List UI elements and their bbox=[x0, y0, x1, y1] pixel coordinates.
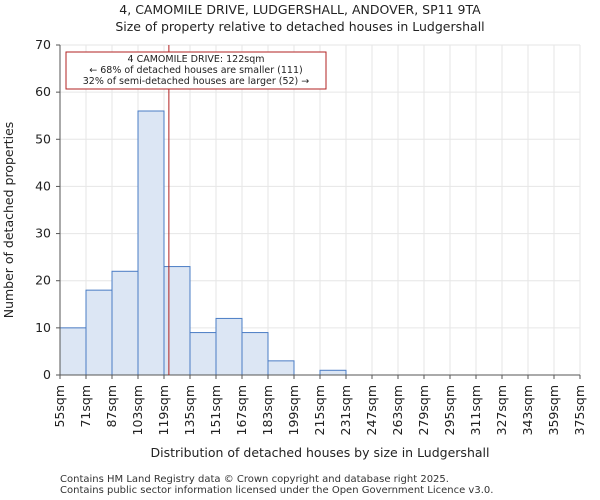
bar-135sqm bbox=[189, 332, 217, 376]
y-tick-labels: 0 10 20 30 40 50 60 70 bbox=[35, 37, 51, 382]
x-tick-label: 103sqm bbox=[130, 385, 145, 435]
y-tick-label: 20 bbox=[35, 273, 51, 288]
y-tick-label: 0 bbox=[43, 367, 51, 382]
bar-55sqm bbox=[59, 327, 87, 376]
bar-103sqm bbox=[137, 110, 165, 376]
x-tick-label: 295sqm bbox=[442, 385, 457, 435]
chart-title: 4, CAMOMILE DRIVE, LUDGERSHALL, ANDOVER,… bbox=[119, 2, 481, 17]
annotation-line-2: ← 68% of detached houses are smaller (11… bbox=[89, 65, 302, 76]
x-tick-label: 71sqm bbox=[78, 385, 93, 428]
axes bbox=[56, 44, 581, 379]
x-tick-label: 151sqm bbox=[208, 385, 223, 435]
y-tick-label: 30 bbox=[35, 226, 51, 241]
bar-151sqm bbox=[215, 317, 243, 376]
x-tick-label: 343sqm bbox=[520, 385, 535, 435]
footer-line-2: Contains public sector information licen… bbox=[60, 485, 494, 496]
x-axis-label: Distribution of detached houses by size … bbox=[151, 445, 490, 460]
bar-167sqm bbox=[241, 332, 269, 376]
y-tick-label: 50 bbox=[35, 131, 51, 146]
x-tick-label: 263sqm bbox=[390, 385, 405, 435]
chart-subtitle: Size of property relative to detached ho… bbox=[115, 19, 485, 34]
x-tick-label: 375sqm bbox=[572, 385, 587, 435]
bar-215sqm bbox=[319, 369, 347, 376]
bar-87sqm bbox=[111, 270, 139, 376]
y-tick-label: 60 bbox=[35, 84, 51, 99]
x-tick-label: 87sqm bbox=[104, 385, 119, 428]
annotation-border bbox=[65, 51, 327, 90]
y-tick-label: 40 bbox=[35, 178, 51, 193]
bar-71sqm bbox=[85, 289, 113, 376]
y-tick-label: 10 bbox=[35, 320, 51, 335]
y-axis-label: Number of detached properties bbox=[1, 122, 16, 319]
x-tick-label: 359sqm bbox=[546, 385, 561, 435]
x-tick-label: 231sqm bbox=[338, 385, 353, 435]
annotation-line-1: 4 CAMOMILE DRIVE: 122sqm bbox=[128, 54, 265, 65]
x-tick-label: 247sqm bbox=[364, 385, 379, 435]
x-tick-label: 183sqm bbox=[260, 385, 275, 435]
x-tick-label: 327sqm bbox=[494, 385, 509, 435]
bars bbox=[59, 110, 347, 376]
y-tick-label: 70 bbox=[35, 37, 51, 52]
annotation-box: 4 CAMOMILE DRIVE: 122sqm ← 68% of detach… bbox=[65, 51, 327, 90]
x-tick-label: 215sqm bbox=[312, 385, 327, 435]
x-tick-label: 199sqm bbox=[286, 385, 301, 435]
x-tick-label: 55sqm bbox=[52, 385, 67, 428]
x-tick-labels: 55sqm 71sqm 87sqm 103sqm 119sqm 135sqm 151sqm 1… bbox=[52, 385, 587, 435]
x-tick-label: 167sqm bbox=[234, 385, 249, 435]
annotation-line-3: 32% of semi-detached houses are larger (… bbox=[83, 76, 310, 87]
bar-183sqm bbox=[267, 360, 295, 376]
gridlines bbox=[59, 44, 581, 376]
x-tick-label: 311sqm bbox=[468, 385, 483, 435]
x-tick-label: 119sqm bbox=[156, 385, 171, 435]
x-tick-label: 279sqm bbox=[416, 385, 431, 435]
bar-119sqm bbox=[163, 266, 191, 376]
footer-line-1: Contains HM Land Registry data © Crown c… bbox=[60, 474, 449, 485]
x-tick-label: 135sqm bbox=[182, 385, 197, 435]
